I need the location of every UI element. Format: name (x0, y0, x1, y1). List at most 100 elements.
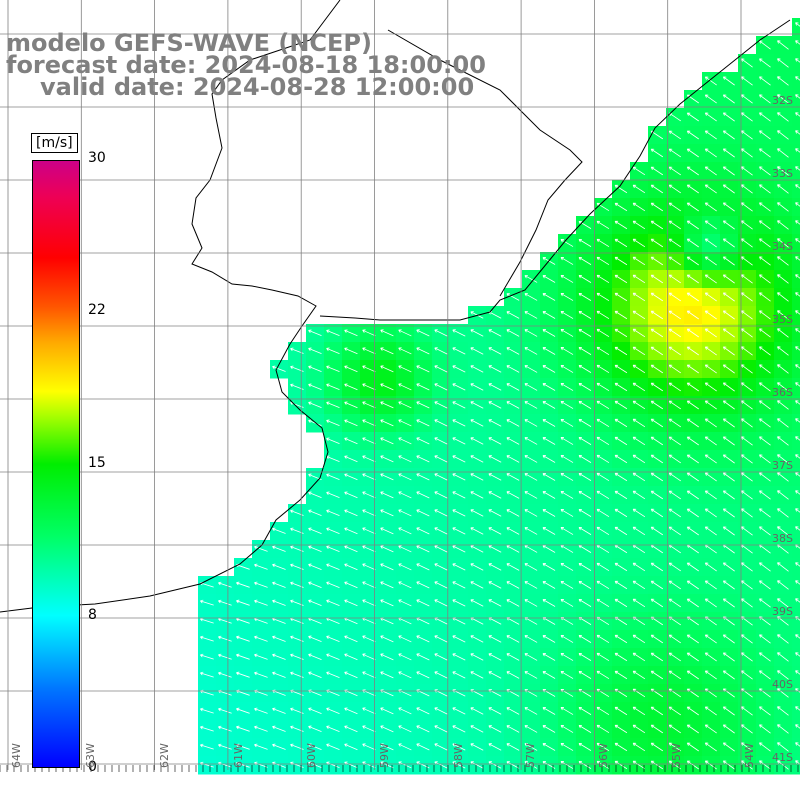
wind-arrow (308, 563, 322, 570)
wind-speed-cell (792, 486, 800, 505)
wind-arrow (236, 671, 250, 678)
wind-arrow (434, 419, 448, 427)
wind-arrow (560, 293, 574, 301)
wind-arrow (777, 706, 789, 716)
wind-arrow (380, 707, 394, 715)
wind-arrow (362, 437, 376, 445)
wind-arrow (218, 671, 232, 678)
wind-arrow (542, 419, 556, 427)
wind-arrow (795, 238, 800, 243)
wind-arrow (344, 383, 358, 391)
wind-arrow (596, 418, 610, 428)
wind-arrow (506, 329, 520, 337)
wind-arrow (722, 382, 735, 392)
wind-arrow (596, 220, 610, 230)
wind-arrow (759, 364, 771, 374)
wind-arrow (524, 401, 538, 409)
wind-arrow (741, 436, 753, 446)
wind-arrow (722, 328, 735, 338)
wind-speed-cell (792, 36, 800, 55)
wind-arrow (380, 563, 394, 571)
wind-arrow (470, 491, 484, 499)
wind-arrow (686, 274, 699, 284)
wind-arrow (777, 382, 789, 392)
wind-arrow (524, 509, 538, 517)
wind-arrow (650, 436, 664, 446)
wind-arrow (272, 671, 286, 678)
wind-arrow (614, 364, 628, 374)
wind-arrow (398, 653, 412, 661)
wind-speed-cell (792, 126, 800, 145)
wind-arrow (452, 635, 466, 643)
wind-arrow (632, 454, 646, 464)
wind-arrow (686, 238, 699, 248)
wind-arrow (632, 634, 646, 644)
wind-arrow (434, 545, 448, 553)
wind-arrow (632, 220, 646, 230)
wind-arrow (614, 202, 628, 212)
wind-arrow (452, 437, 466, 445)
wind-arrow (668, 742, 682, 752)
wind-arrow (722, 76, 735, 86)
wind-arrow (704, 454, 717, 464)
wind-arrow (344, 635, 358, 643)
wind-arrow (506, 473, 520, 481)
wind-arrow (759, 40, 771, 50)
wind-arrow (722, 706, 735, 716)
wind-arrow (704, 364, 717, 374)
wind-arrow (326, 509, 340, 517)
wind-arrow (795, 598, 800, 603)
wind-arrow (236, 653, 250, 660)
wind-arrow (686, 562, 699, 572)
wind-arrow (632, 652, 646, 662)
wind-arrow (668, 508, 682, 518)
wind-arrow (614, 436, 628, 446)
wind-arrow (470, 581, 484, 589)
wind-arrow (398, 707, 412, 715)
lat-label: 36S (772, 386, 793, 399)
wind-arrow (704, 202, 717, 212)
wind-arrow (795, 634, 800, 639)
wind-arrow (650, 616, 664, 626)
wind-arrow (398, 527, 412, 535)
wind-arrow (614, 760, 628, 770)
wind-arrow (272, 653, 286, 660)
wind-arrow (416, 599, 430, 607)
wind-arrow (722, 94, 735, 104)
wind-arrow (741, 490, 753, 500)
wind-arrow (722, 760, 735, 770)
wind-arrow (524, 437, 538, 445)
wind-arrow (380, 635, 394, 643)
wind-arrow (344, 707, 358, 715)
wind-arrow (668, 400, 682, 410)
wind-arrow (632, 310, 646, 320)
wind-speed-cell (792, 270, 800, 289)
wind-arrow (470, 635, 484, 643)
wind-arrow (560, 239, 574, 247)
wind-arrow (236, 707, 250, 714)
wind-arrow (380, 401, 394, 409)
wind-arrow (704, 706, 717, 716)
wind-arrow (722, 724, 735, 734)
wind-arrow (614, 328, 628, 338)
wind-arrow (452, 419, 466, 427)
wind-arrow (542, 437, 556, 445)
wind-arrow (542, 743, 556, 751)
wind-arrow (650, 742, 664, 752)
wind-arrow (524, 329, 538, 337)
wind-arrow (741, 292, 753, 302)
wind-arrow (777, 202, 789, 212)
wind-arrow (759, 454, 771, 464)
wind-arrow (560, 437, 574, 445)
wind-arrow (344, 437, 358, 445)
wind-arrow (416, 653, 430, 661)
wind-arrow (795, 706, 800, 711)
wind-arrow (632, 670, 646, 680)
wind-arrow (795, 256, 800, 261)
wind-speed-cell (792, 630, 800, 649)
wind-arrow (686, 256, 699, 266)
wind-arrow (686, 292, 699, 302)
wind-arrow (686, 436, 699, 446)
wind-arrow (452, 707, 466, 715)
wind-arrow (777, 256, 789, 266)
